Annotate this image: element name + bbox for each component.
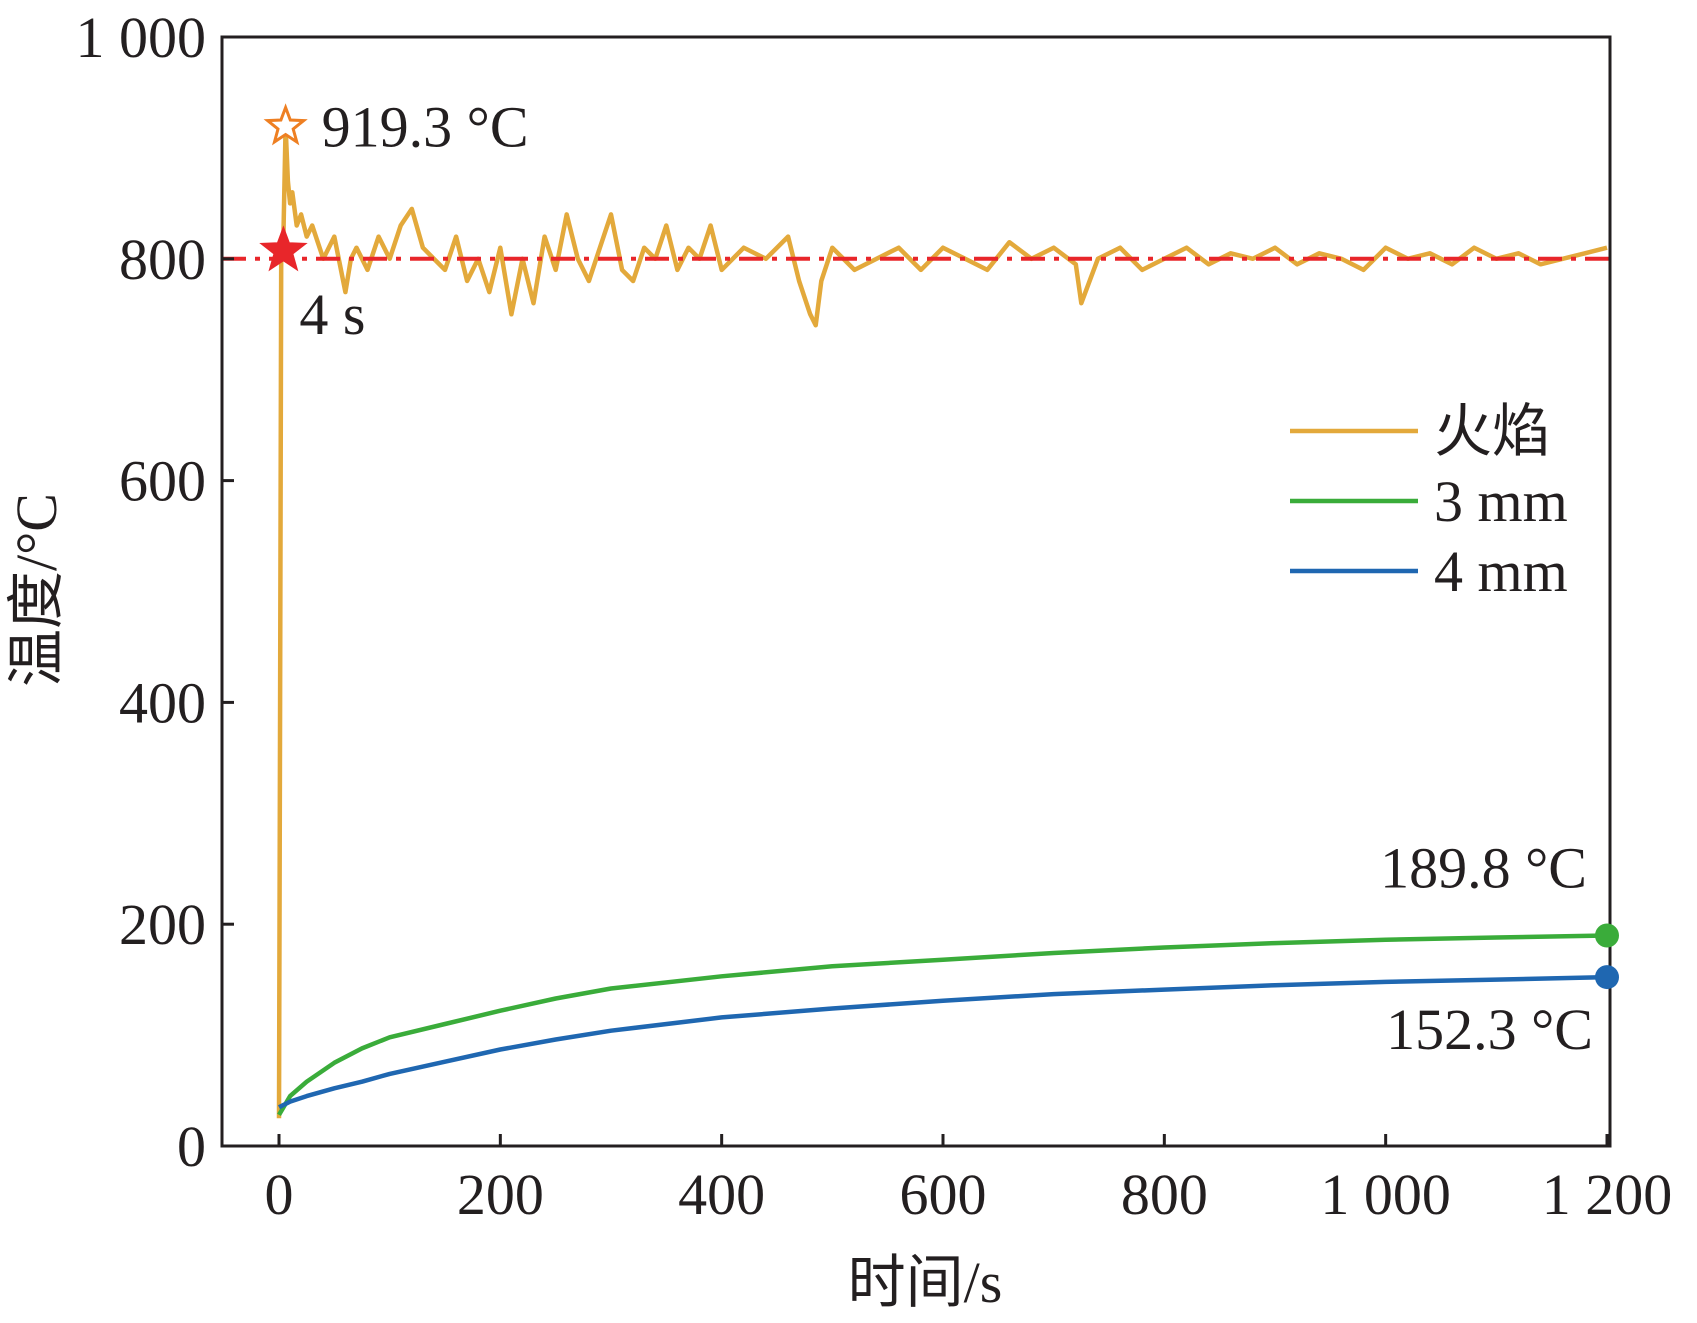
y-tick-label-200: 200 xyxy=(119,892,206,957)
annotation-9193-C-label: 919.3 °C xyxy=(322,94,529,159)
annotation-1898-C-label: 189.8 °C xyxy=(1380,836,1587,901)
series-line-2 xyxy=(277,974,1608,1110)
legend: 火焰3 mm4 mm xyxy=(1290,399,1568,604)
plot-frame xyxy=(220,35,1612,1148)
legend-label-2: 4 mm xyxy=(1434,539,1568,604)
y-tick-label-1000: 1 000 xyxy=(76,5,207,70)
x-tick-label-400: 400 xyxy=(678,1162,765,1227)
annotation-1898-C-dot xyxy=(1595,923,1619,948)
y-tick-label-400: 400 xyxy=(119,670,206,735)
x-axis-title: 时间/s xyxy=(848,1250,1003,1315)
x-tick-label-600: 600 xyxy=(900,1162,987,1227)
x-tick-label-800: 800 xyxy=(1121,1162,1208,1227)
annotation-1523-C-dot xyxy=(1595,965,1619,990)
y-tick-label-600: 600 xyxy=(119,449,206,514)
annotation-4-s-star xyxy=(259,225,308,272)
annotation-4-s-label: 4 s xyxy=(299,282,365,347)
series-line-0 xyxy=(276,124,1608,1119)
x-tick-label-1200: 1 200 xyxy=(1542,1162,1673,1227)
legend-label-1: 3 mm xyxy=(1434,469,1568,534)
annotation-1523-C-label: 152.3 °C xyxy=(1386,997,1593,1062)
annotation-9193-C-star xyxy=(263,103,308,146)
series-layer xyxy=(276,124,1608,1119)
y-tick-label-800: 800 xyxy=(119,227,206,292)
annotation-layer: 919.3 °C 4 s 189.8 °C 152.3 °C xyxy=(259,94,1619,1062)
x-tick-label-1000: 1 000 xyxy=(1320,1162,1451,1227)
x-tick-label-200: 200 xyxy=(457,1162,544,1227)
legend-label-0: 火焰 xyxy=(1434,399,1550,464)
y-axis-title: 温度/°C xyxy=(4,493,69,687)
ticks-layer: 0 200 400 600 800 1 000 1 200 0 200 400 600 800 1 00… xyxy=(76,5,1673,1227)
x-tick-label-0: 0 xyxy=(265,1162,294,1227)
y-tick-label-0: 0 xyxy=(177,1114,206,1179)
series-line-1 xyxy=(277,933,1608,1117)
